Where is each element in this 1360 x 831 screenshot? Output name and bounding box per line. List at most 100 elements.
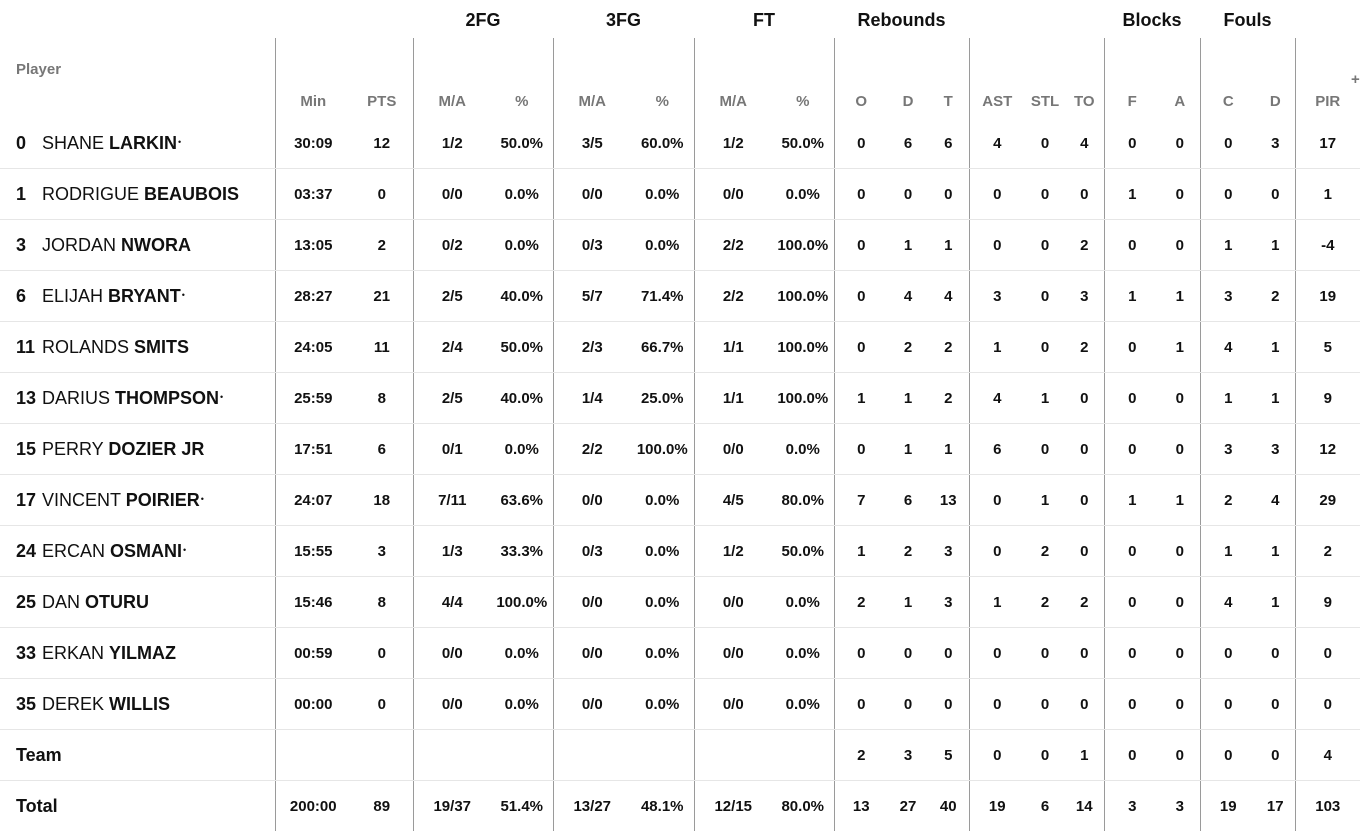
col-reb-o[interactable]: O	[834, 38, 888, 118]
player-last-name[interactable]: DOZIER JR	[108, 439, 204, 459]
to-cell: 1	[1065, 730, 1104, 781]
ast-cell: 0	[969, 730, 1025, 781]
player-last-name[interactable]: BEAUBOIS	[144, 184, 239, 204]
col-ast[interactable]: AST	[969, 38, 1025, 118]
fg2-ma-cell: 0/0	[413, 169, 491, 220]
ft-ma-cell: 1/2	[694, 118, 772, 169]
player-number: 3	[16, 235, 42, 256]
col-reb-t[interactable]: T	[928, 38, 969, 118]
player-first-name: PERRY	[42, 439, 103, 459]
col-ft-ma[interactable]: M/A	[694, 38, 772, 118]
ast-cell: 4	[969, 118, 1025, 169]
player-first-name: DARIUS	[42, 388, 110, 408]
fg2-ma-cell: 1/2	[413, 118, 491, 169]
stl-cell: 2	[1025, 526, 1065, 577]
player-last-name[interactable]: THOMPSON	[115, 388, 219, 408]
pts-cell: 89	[351, 781, 413, 831]
col-to[interactable]: TO	[1065, 38, 1104, 118]
min-cell: 00:59	[275, 628, 351, 679]
foul-d-cell: 1	[1256, 373, 1295, 424]
blk-a-cell: 0	[1160, 577, 1200, 628]
col-foul-d[interactable]: D	[1256, 38, 1295, 118]
player-last-name[interactable]: OTURU	[85, 592, 149, 612]
reb-t-cell: 6	[928, 118, 969, 169]
pir-cell: 103	[1295, 781, 1360, 831]
col-min[interactable]: Min	[275, 38, 351, 118]
col-pts[interactable]: PTS	[351, 38, 413, 118]
to-cell: 2	[1065, 322, 1104, 373]
col-player[interactable]: Player	[0, 38, 275, 118]
player-last-name[interactable]: POIRIER	[126, 490, 200, 510]
player-last-name[interactable]: WILLIS	[109, 694, 170, 714]
player-last-name[interactable]: LARKIN	[109, 133, 177, 153]
col-3fg-pct[interactable]: %	[631, 38, 694, 118]
ft-pct-cell: 100.0%	[772, 373, 834, 424]
ast-cell: 0	[969, 169, 1025, 220]
stl-cell: 2	[1025, 577, 1065, 628]
min-cell: 28:27	[275, 271, 351, 322]
player-last-name[interactable]: YILMAZ	[109, 643, 176, 663]
col-stl[interactable]: STL	[1025, 38, 1065, 118]
player-last-name[interactable]: BRYANT	[108, 286, 181, 306]
foul-c-cell: 4	[1200, 322, 1256, 373]
fg3-pct-cell: 0.0%	[631, 169, 694, 220]
pts-cell	[351, 730, 413, 781]
player-last-name[interactable]: NWORA	[121, 235, 191, 255]
col-foul-c[interactable]: C	[1200, 38, 1256, 118]
blk-a-cell: 1	[1160, 271, 1200, 322]
player-last-name[interactable]: SMITS	[134, 337, 189, 357]
fg3-pct-cell: 0.0%	[631, 679, 694, 730]
ft-ma-cell: 0/0	[694, 169, 772, 220]
foul-c-cell: 0	[1200, 730, 1256, 781]
more-columns-button[interactable]: +	[1351, 71, 1360, 88]
col-reb-d[interactable]: D	[888, 38, 928, 118]
col-ft-pct[interactable]: %	[772, 38, 834, 118]
blk-a-cell: 0	[1160, 169, 1200, 220]
col-2fg-ma[interactable]: M/A	[413, 38, 491, 118]
stl-cell: 0	[1025, 424, 1065, 475]
blk-a-cell: 1	[1160, 475, 1200, 526]
col-blk-a[interactable]: A	[1160, 38, 1200, 118]
ast-cell: 4	[969, 373, 1025, 424]
pts-cell: 8	[351, 577, 413, 628]
col-3fg-ma[interactable]: M/A	[553, 38, 631, 118]
pts-cell: 0	[351, 169, 413, 220]
col-2fg-pct[interactable]: %	[491, 38, 553, 118]
fg3-pct-cell: 0.0%	[631, 475, 694, 526]
ft-pct-cell: 0.0%	[772, 424, 834, 475]
fg2-pct-cell: 0.0%	[491, 220, 553, 271]
col-blk-f[interactable]: F	[1104, 38, 1160, 118]
fg3-pct-cell: 25.0%	[631, 373, 694, 424]
reb-d-cell: 27	[888, 781, 928, 831]
fg2-pct-cell: 51.4%	[491, 781, 553, 831]
fg3-pct-cell: 0.0%	[631, 220, 694, 271]
blk-f-cell: 0	[1104, 424, 1160, 475]
blk-f-cell: 0	[1104, 322, 1160, 373]
player-last-name[interactable]: OSMANI	[110, 541, 182, 561]
